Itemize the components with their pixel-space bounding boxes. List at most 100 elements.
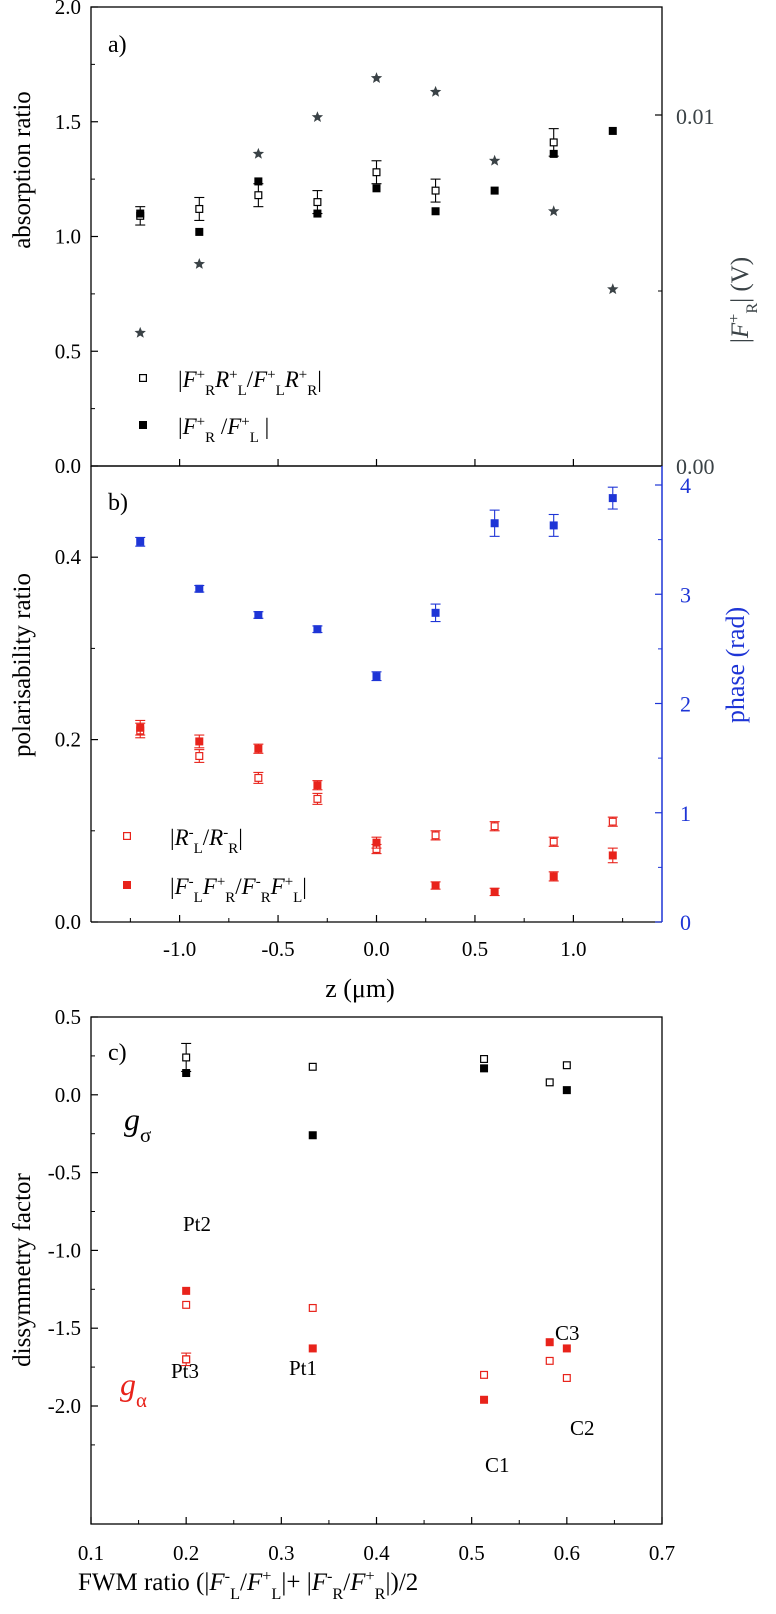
legend-marker-filled xyxy=(123,881,131,889)
point-star xyxy=(429,85,442,97)
panel-b: 0.0 0.2 0.4 0 1 2 3 4 -1.0 -0.5 0.0 0.5 1.0 z (μm) b) p… xyxy=(9,465,750,1003)
y-tick-label: 0.0 xyxy=(55,910,81,934)
y-axis-label: polarisability ratio xyxy=(9,573,36,757)
point-absorption-open xyxy=(254,191,263,200)
y-tick-label: -0.5 xyxy=(48,1161,81,1185)
point-g-sigma-open xyxy=(308,1062,317,1071)
y-tick-label: 1.0 xyxy=(55,225,81,249)
y2-tick-label: 0 xyxy=(680,910,691,935)
point-star xyxy=(607,283,619,295)
legend-marker-open xyxy=(122,831,131,840)
panel-c: 0.5 0.0 -0.5 -1.0 -1.5 -2.0 0.1 0.2 0.3 0.4 0.5 0.6… xyxy=(9,1005,675,1603)
point-g-alpha-open xyxy=(480,1370,489,1379)
point-g-sigma-filled xyxy=(308,1131,317,1140)
point-absorption-open xyxy=(195,204,204,213)
point-g-alpha-open xyxy=(182,1355,191,1364)
point-label: Pt3 xyxy=(171,1359,199,1383)
point-polarisability-open xyxy=(431,831,440,840)
group-label-g-alpha: gα xyxy=(120,1366,147,1412)
point-absorption-filled xyxy=(549,149,558,158)
point-polarisability-open xyxy=(195,752,204,761)
point-star xyxy=(488,154,501,166)
x-tick-label: 1.0 xyxy=(560,937,586,961)
point-star xyxy=(311,111,324,122)
x-tick-label: 0.5 xyxy=(462,937,488,961)
y2-tick-label: 0.01 xyxy=(676,104,715,129)
point-polarisability-filled xyxy=(254,744,263,753)
point-g-sigma-open xyxy=(480,1055,489,1064)
point-g-alpha-open xyxy=(545,1356,554,1365)
legend-marker-open xyxy=(139,374,148,383)
point-label: Pt1 xyxy=(289,1356,317,1380)
point-polarisability-open xyxy=(254,773,263,782)
panel-c-frame xyxy=(90,1016,663,1525)
point-polarisability-filled xyxy=(313,781,322,790)
point-phase xyxy=(372,672,381,681)
y-tick-label: 0.0 xyxy=(55,1083,81,1107)
x-tick-label: 0.3 xyxy=(268,1541,294,1565)
y-tick-label: -1.5 xyxy=(48,1316,81,1340)
y-tick-label: 0.5 xyxy=(55,339,81,363)
point-polarisability-filled xyxy=(431,881,440,890)
point-polarisability-filled xyxy=(195,737,204,746)
y-tick-label: 0.0 xyxy=(55,454,81,478)
point-phase xyxy=(431,608,440,617)
y-tick-label: -1.0 xyxy=(48,1238,81,1262)
point-absorption-open xyxy=(372,168,381,177)
point-g-sigma-open xyxy=(182,1053,191,1062)
point-phase xyxy=(313,625,322,634)
point-star xyxy=(548,205,560,217)
point-g-alpha-filled xyxy=(480,1395,489,1404)
point-polarisability-filled xyxy=(136,723,145,732)
y2-tick-label: 1 xyxy=(680,801,691,826)
point-absorption-filled xyxy=(372,184,381,193)
point-absorption-filled xyxy=(136,209,145,218)
point-absorption-open xyxy=(313,198,322,207)
y-tick-label: 0.5 xyxy=(55,1005,81,1029)
legend-label-1: |F-LF+R/F-RF+L| xyxy=(170,874,307,906)
panel-label: b) xyxy=(108,490,128,516)
point-g-alpha-open xyxy=(308,1303,317,1312)
point-label: C3 xyxy=(555,1321,580,1345)
x-tick-label: 0.4 xyxy=(363,1541,390,1565)
point-star xyxy=(193,258,205,269)
point-absorption-open xyxy=(431,186,440,195)
y-tick-label: 1.5 xyxy=(55,110,81,134)
x-tick-label: 0.5 xyxy=(459,1541,485,1565)
point-absorption-filled xyxy=(490,186,499,195)
y-axis-label: dissymmetry factor xyxy=(9,1172,36,1366)
point-polarisability-filled xyxy=(608,851,617,860)
point-polarisability-open xyxy=(490,822,499,831)
point-phase xyxy=(608,494,617,503)
y-tick-label: 2.0 xyxy=(55,0,81,19)
point-absorption-filled xyxy=(431,207,440,216)
group-label-g-sigma: gσ xyxy=(124,1101,151,1147)
point-star xyxy=(370,72,383,83)
y-axis-label: absorption ratio xyxy=(9,91,36,249)
point-g-sigma-filled xyxy=(182,1069,191,1078)
point-g-sigma-open xyxy=(545,1078,554,1087)
point-label: C1 xyxy=(485,1453,510,1477)
point-star xyxy=(252,147,265,159)
point-polarisability-filled xyxy=(549,872,558,881)
panel-a: 0.0 0.5 1.0 1.5 2.0 0.01 0.00 a) absorption rati… xyxy=(9,0,761,479)
point-polarisability-filled xyxy=(490,887,499,896)
x-tick-label: 0.1 xyxy=(78,1541,104,1565)
y2-tick-label: 3 xyxy=(680,582,691,607)
point-g-sigma-filled xyxy=(562,1086,571,1095)
x-tick-label: 0.6 xyxy=(554,1541,580,1565)
y-tick-label: -2.0 xyxy=(48,1394,81,1418)
point-phase xyxy=(195,584,204,593)
y2-tick-label: 2 xyxy=(680,692,691,717)
y-tick-label: 0.2 xyxy=(55,728,81,752)
point-polarisability-open xyxy=(549,837,558,846)
legend-label-1: |F+R /F+L | xyxy=(178,414,269,446)
point-absorption-filled xyxy=(195,227,204,236)
point-absorption-filled xyxy=(254,177,263,186)
point-g-alpha-open xyxy=(182,1300,191,1309)
point-star xyxy=(134,326,146,338)
point-phase xyxy=(490,519,499,528)
panel-label: c) xyxy=(108,1040,127,1066)
point-polarisability-open xyxy=(313,794,322,803)
point-label: C2 xyxy=(570,1416,595,1440)
